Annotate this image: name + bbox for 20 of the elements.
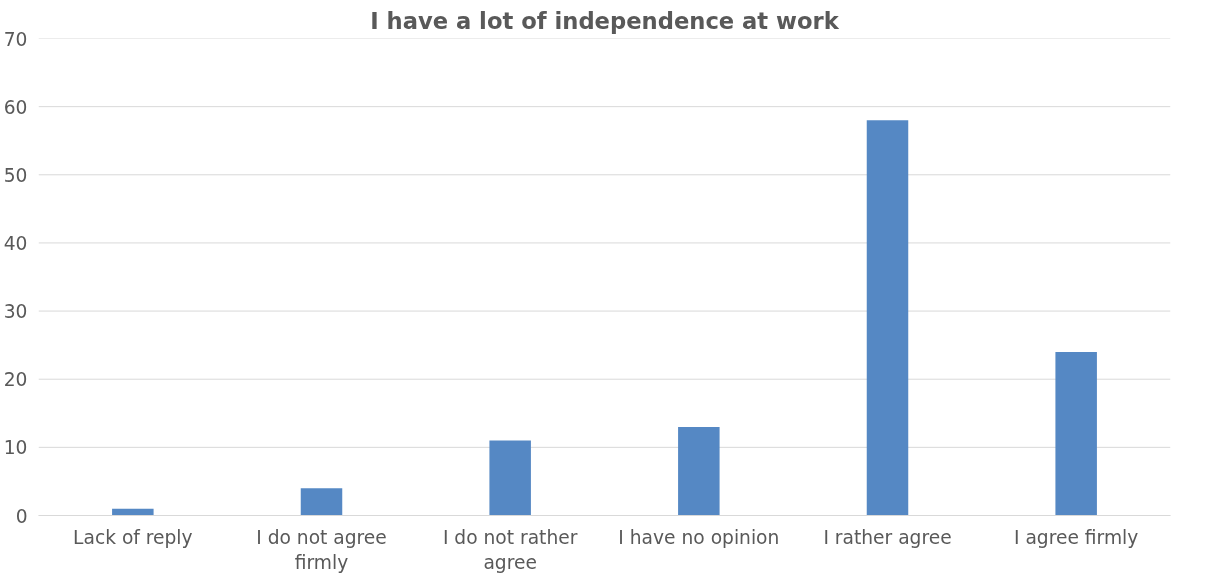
bar xyxy=(866,120,909,516)
x-tick-label: I do not agree firmly xyxy=(256,526,387,573)
bar xyxy=(678,426,720,516)
y-tick-label: 0 xyxy=(15,505,28,527)
y-tick-label: 20 xyxy=(3,369,28,391)
y-tick-label: 30 xyxy=(3,301,28,323)
y-tick-label: 60 xyxy=(3,96,28,118)
y-tick-label: 40 xyxy=(3,232,28,254)
x-tick-label: I have no opinion xyxy=(618,526,780,548)
bar xyxy=(1055,351,1097,516)
y-tick-label: 50 xyxy=(3,164,28,186)
bar xyxy=(489,440,531,516)
x-tick-label: Lack of reply xyxy=(73,526,193,548)
y-tick-label: 70 xyxy=(3,28,28,50)
chart-title: I have a lot of independence at work xyxy=(370,7,840,34)
bar xyxy=(300,488,343,516)
x-tick-label: I agree firmly xyxy=(1013,526,1139,548)
y-tick-label: 10 xyxy=(3,437,28,459)
x-tick-label: I rather agree xyxy=(823,526,952,548)
x-tick-label: I do not rather agree xyxy=(442,526,578,573)
